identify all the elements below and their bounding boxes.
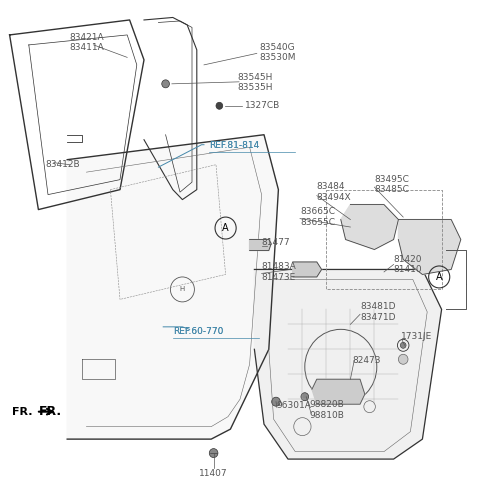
Text: 1327CB: 1327CB	[245, 101, 280, 110]
Text: REF.60-770: REF.60-770	[173, 327, 223, 336]
Text: 83545H
83535H: 83545H 83535H	[238, 73, 273, 92]
Polygon shape	[312, 379, 365, 404]
Text: H: H	[180, 286, 185, 292]
Text: 83481D
83471D: 83481D 83471D	[360, 302, 396, 321]
Text: 83495C
83485C: 83495C 83485C	[374, 175, 409, 194]
Polygon shape	[67, 135, 278, 439]
Text: 1731JE: 1731JE	[401, 332, 432, 341]
Text: REF.81-814: REF.81-814	[209, 141, 259, 150]
Text: 11407: 11407	[199, 469, 228, 478]
Circle shape	[272, 397, 280, 406]
Circle shape	[216, 102, 223, 109]
Text: REF.81-814: REF.81-814	[209, 141, 259, 150]
Circle shape	[398, 354, 408, 364]
Text: REF.60-770: REF.60-770	[173, 327, 223, 336]
Circle shape	[209, 449, 218, 458]
Polygon shape	[250, 240, 271, 250]
Circle shape	[400, 342, 406, 348]
Polygon shape	[254, 269, 442, 459]
Text: 83484
83494X: 83484 83494X	[317, 183, 351, 202]
Text: 83421A
83411A: 83421A 83411A	[69, 33, 104, 52]
Text: 96301A: 96301A	[276, 401, 311, 410]
Text: 81483A
81473E: 81483A 81473E	[262, 262, 296, 281]
Circle shape	[162, 80, 169, 88]
Polygon shape	[293, 262, 322, 277]
Polygon shape	[398, 220, 461, 274]
Text: 83412B: 83412B	[46, 160, 80, 169]
Text: 81420
81410: 81420 81410	[394, 255, 422, 274]
Text: 83540G
83530M: 83540G 83530M	[259, 43, 296, 62]
Text: A: A	[222, 223, 229, 233]
Polygon shape	[341, 205, 398, 250]
Text: 98820B
98810B: 98820B 98810B	[310, 401, 345, 420]
Circle shape	[301, 393, 309, 401]
Text: 81477: 81477	[262, 238, 290, 247]
Text: 83665C
83655C: 83665C 83655C	[300, 208, 335, 227]
Text: A: A	[436, 272, 443, 282]
Text: FR.: FR.	[12, 407, 33, 417]
Text: 82473: 82473	[353, 356, 381, 365]
Text: FR.: FR.	[38, 405, 61, 418]
